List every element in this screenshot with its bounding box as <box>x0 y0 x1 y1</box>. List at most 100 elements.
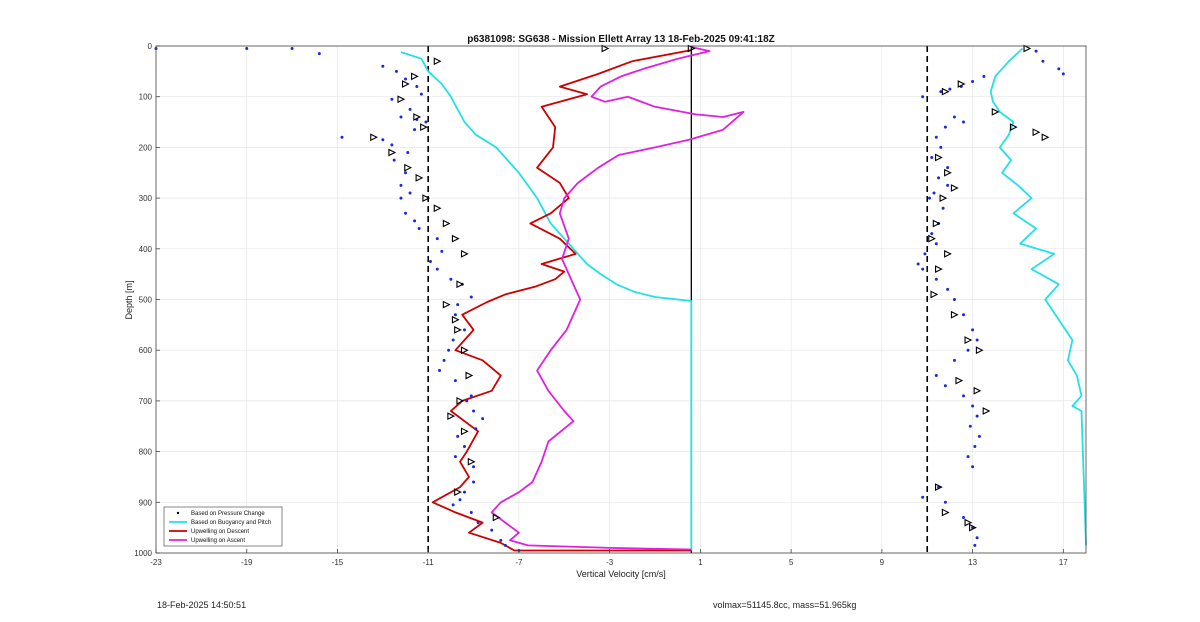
pressure-change-point <box>975 338 979 342</box>
pressure-change-point <box>962 120 966 124</box>
pressure-change-marker <box>944 168 952 177</box>
x-tick-label: -7 <box>515 558 523 567</box>
pressure-change-point <box>476 521 480 525</box>
x-tick-label: -19 <box>241 558 253 567</box>
pressure-change-marker <box>401 80 410 88</box>
pressure-change-marker <box>957 80 966 88</box>
pressure-change-point <box>939 90 943 94</box>
pressure-change-point <box>966 348 970 352</box>
series-line-based-on-buoyancy-and-pitch <box>400 51 693 551</box>
pressure-change-point <box>472 409 476 413</box>
pressure-change-point <box>428 259 432 263</box>
pressure-change-marker <box>944 249 952 258</box>
pressure-change-marker <box>404 163 413 172</box>
pressure-change-point <box>952 298 956 301</box>
pressure-change-point <box>413 128 417 132</box>
y-axis-label: Depth [m] <box>124 280 134 319</box>
pressure-change-point <box>977 434 981 438</box>
pressure-change-point <box>404 77 408 81</box>
pressure-change-point <box>390 97 394 101</box>
pressure-change-point <box>245 47 249 51</box>
pressure-change-point <box>966 455 970 459</box>
pressure-change-point <box>406 150 410 154</box>
pressure-change-point <box>971 404 975 408</box>
pressure-change-point <box>975 536 979 540</box>
pressure-change-point <box>941 206 945 210</box>
pressure-change-marker <box>467 457 476 466</box>
pressure-change-point <box>930 232 934 236</box>
pressure-change-point <box>458 498 462 502</box>
pressure-change-marker <box>451 315 460 324</box>
pressure-change-point <box>948 87 952 91</box>
pressure-change-point <box>469 510 473 514</box>
series-line-upwelling-on-descent <box>431 49 692 552</box>
pressure-change-marker <box>932 219 941 228</box>
axes: -23 -19 -15 -11 -7 -3 1 5 9 13 17 0 100 200 300 400 500 6… <box>134 42 1087 567</box>
axis-box <box>155 45 1087 554</box>
pressure-change-point <box>930 156 934 160</box>
y-tick-label: 400 <box>139 245 153 254</box>
pressure-change-marker <box>397 95 406 104</box>
pressure-change-point <box>1057 67 1061 71</box>
pressure-change-point <box>937 176 941 180</box>
pressure-change-point <box>447 348 451 352</box>
pressure-change-marker <box>941 87 950 96</box>
pressure-change-point <box>453 379 457 383</box>
pressure-change-marker <box>601 44 610 53</box>
pressure-change-point <box>916 262 920 266</box>
pressure-change-point <box>424 120 428 124</box>
pressure-change-point <box>971 328 975 332</box>
series-layer <box>400 46 1087 552</box>
y-tick-label: 1000 <box>134 549 152 558</box>
pressure-change-marker <box>388 148 397 157</box>
pressure-change-marker <box>950 184 959 192</box>
legend-label: Upwelling on Ascent <box>191 538 245 544</box>
pressure-change-marker <box>413 113 422 121</box>
pressure-change-marker <box>420 123 428 132</box>
pressure-change-point <box>934 242 938 246</box>
pressure-change-point <box>456 434 460 438</box>
x-tick-label: 9 <box>880 558 885 567</box>
pressure-change-marker <box>969 523 977 532</box>
footer-volmax-mass: volmax=51145.8cc, mass=51.965kg <box>713 600 857 610</box>
pressure-change-point <box>413 219 417 223</box>
pressure-change-point <box>390 143 394 147</box>
y-tick-label: 0 <box>148 42 153 51</box>
pressure-change-marker <box>1023 44 1032 53</box>
x-tick-label: -3 <box>606 558 614 567</box>
y-tick-label: 700 <box>139 397 153 406</box>
pressure-change-point <box>392 158 396 162</box>
pressure-change-point <box>469 295 473 299</box>
pressure-change-point <box>939 145 943 149</box>
pressure-change-point <box>499 538 503 542</box>
pressure-change-point <box>943 384 947 388</box>
pressure-change-point <box>408 191 412 195</box>
y-tick-label: 100 <box>139 93 153 102</box>
pressure-change-point <box>451 338 455 342</box>
pressure-change-point <box>946 166 950 170</box>
pressure-change-marker <box>456 397 465 405</box>
pressure-change-point <box>417 227 421 231</box>
pressure-change-point <box>503 543 507 547</box>
pressure-change-point <box>952 115 956 119</box>
pressure-change-marker <box>950 310 959 319</box>
pressure-change-point <box>462 490 466 494</box>
x-axis-label: Vertical Velocity [cm/s] <box>576 569 666 579</box>
x-tick-label: -15 <box>332 558 344 567</box>
pressure-change-point <box>923 252 927 256</box>
pressure-change-point <box>490 528 494 532</box>
pressure-change-point <box>962 516 966 520</box>
pressure-change-point <box>340 135 344 139</box>
pressure-change-point <box>934 277 938 281</box>
pressure-change-marker <box>964 336 973 344</box>
pressure-change-point <box>442 358 446 362</box>
x-tick-label: 5 <box>789 558 794 567</box>
pressure-change-point <box>921 95 925 99</box>
x-tick-label: -11 <box>423 558 435 567</box>
pressure-change-marker <box>460 249 469 258</box>
pressure-change-point <box>481 417 485 421</box>
pressure-change-marker <box>451 234 460 243</box>
pressure-change-point <box>462 445 466 449</box>
pressure-change-marker <box>973 386 982 395</box>
